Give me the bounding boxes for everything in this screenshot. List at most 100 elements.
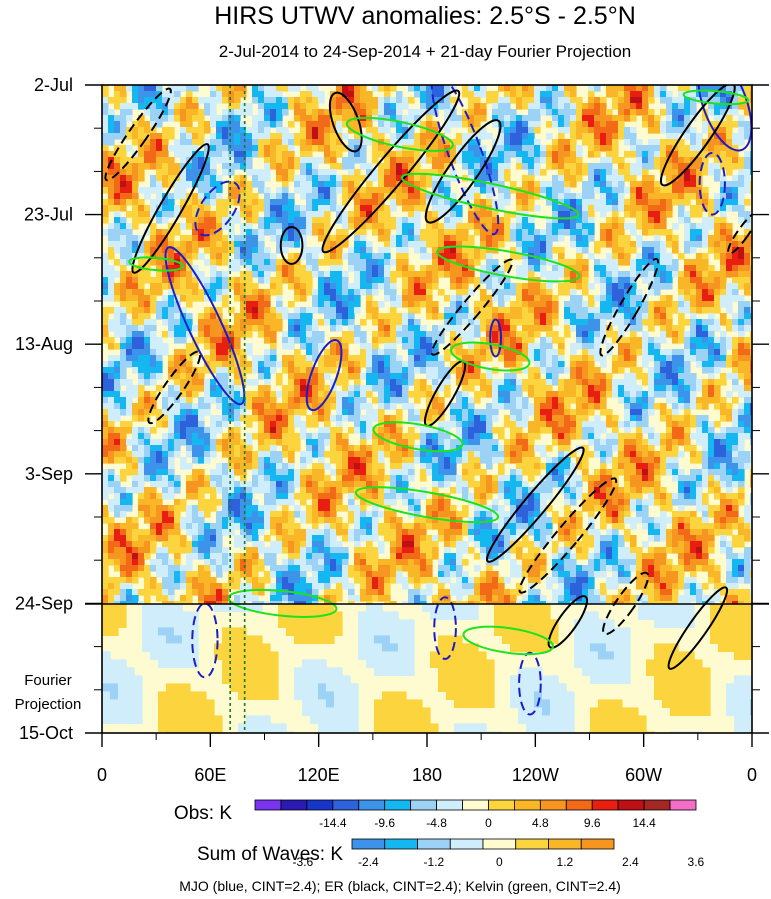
obs-field-cell: [228, 379, 235, 386]
obs-field-cell: [360, 97, 367, 104]
obs-field-cell: [120, 187, 127, 194]
obs-field-cell: [678, 355, 685, 362]
obs-field-cell: [108, 319, 115, 326]
obs-field-cell: [594, 367, 601, 374]
obs-field-cell: [102, 253, 109, 260]
obs-field-cell: [540, 361, 547, 368]
obs-field-cell: [606, 115, 613, 122]
obs-field-cell: [318, 217, 325, 224]
obs-field-cell: [714, 97, 721, 104]
obs-field-cell: [354, 109, 361, 116]
obs-field-cell: [540, 301, 547, 308]
obs-field-cell: [486, 241, 493, 248]
obs-field-cell: [336, 373, 343, 380]
obs-field-cell: [510, 253, 517, 260]
obs-field-cell: [600, 229, 607, 236]
obs-field-cell: [246, 313, 253, 320]
obs-field-cell: [360, 187, 367, 194]
obs-field-cell: [654, 289, 661, 296]
obs-field-cell: [144, 193, 151, 200]
obs-field-cell: [270, 163, 277, 170]
obs-field-cell: [132, 271, 139, 278]
obs-field-cell: [126, 145, 133, 152]
obs-field-cell: [594, 199, 601, 206]
obs-field-cell: [264, 85, 271, 92]
obs-field-cell: [540, 403, 547, 410]
obs-field-cell: [216, 385, 223, 392]
obs-field-cell: [486, 409, 493, 416]
obs-field-cell: [378, 379, 385, 386]
obs-field-cell: [300, 103, 307, 110]
obs-field-cell: [186, 295, 193, 302]
obs-field-cell: [444, 205, 451, 212]
obs-field-cell: [318, 301, 325, 308]
obs-field-cell: [624, 373, 631, 380]
obs-field-cell: [294, 283, 301, 290]
obs-field-cell: [426, 235, 433, 242]
obs-field-cell: [282, 145, 289, 152]
obs-field-cell: [222, 319, 229, 326]
obs-field-cell: [222, 133, 229, 140]
obs-field-cell: [384, 403, 391, 410]
obs-field-cell: [396, 247, 403, 254]
obs-field-cell: [528, 139, 535, 146]
obs-field-cell: [360, 157, 367, 164]
obs-field-cell: [624, 283, 631, 290]
obs-field-cell: [654, 355, 661, 362]
obs-field-cell: [414, 241, 421, 248]
obs-field-cell: [678, 313, 685, 320]
obs-field-cell: [156, 85, 163, 92]
obs-field-cell: [168, 163, 175, 170]
obs-field-cell: [138, 325, 145, 332]
obs-field-cell: [306, 313, 313, 320]
obs-field-cell: [138, 301, 145, 308]
obs-field-cell: [132, 301, 139, 308]
obs-field-cell: [540, 295, 547, 302]
obs-field-cell: [402, 343, 409, 350]
obs-field-cell: [474, 91, 481, 98]
obs-field-cell: [210, 229, 217, 236]
obs-field-cell: [330, 199, 337, 206]
obs-field-cell: [276, 271, 283, 278]
obs-field-cell: [384, 355, 391, 362]
obs-field-cell: [216, 349, 223, 356]
obs-field-cell: [690, 283, 697, 290]
obs-field-cell: [300, 109, 307, 116]
obs-field-cell: [684, 247, 691, 254]
obs-field-cell: [180, 199, 187, 206]
obs-field-cell: [678, 139, 685, 146]
obs-field-cell: [258, 259, 265, 266]
obs-field-cell: [642, 205, 649, 212]
obs-field-cell: [438, 181, 445, 188]
obs-field-cell: [216, 331, 223, 338]
obs-field-cell: [366, 343, 373, 350]
obs-field-cell: [216, 235, 223, 242]
obs-field-cell: [570, 163, 577, 170]
obs-field-cell: [282, 409, 289, 416]
obs-field-cell: [702, 139, 709, 146]
obs-field-cell: [738, 193, 745, 200]
obs-field-cell: [168, 259, 175, 266]
obs-field-cell: [456, 145, 463, 152]
obs-field-cell: [546, 259, 553, 266]
obs-field-cell: [612, 91, 619, 98]
obs-field-cell: [720, 97, 727, 104]
obs-field-cell: [342, 277, 349, 284]
obs-field-cell: [384, 91, 391, 98]
obs-field-cell: [234, 145, 241, 152]
obs-field-cell: [396, 115, 403, 122]
obs-field-cell: [642, 145, 649, 152]
obs-field-cell: [588, 199, 595, 206]
obs-field-cell: [306, 193, 313, 200]
obs-field-cell: [294, 349, 301, 356]
obs-field-cell: [432, 307, 439, 314]
obs-field-cell: [264, 223, 271, 230]
obs-field-cell: [252, 139, 259, 146]
obs-field-cell: [294, 223, 301, 230]
obs-field-cell: [114, 385, 121, 392]
obs-field-cell: [540, 241, 547, 248]
obs-field-cell: [600, 127, 607, 134]
obs-field-cell: [750, 265, 752, 272]
obs-field-cell: [366, 283, 373, 290]
obs-field-cell: [318, 379, 325, 386]
